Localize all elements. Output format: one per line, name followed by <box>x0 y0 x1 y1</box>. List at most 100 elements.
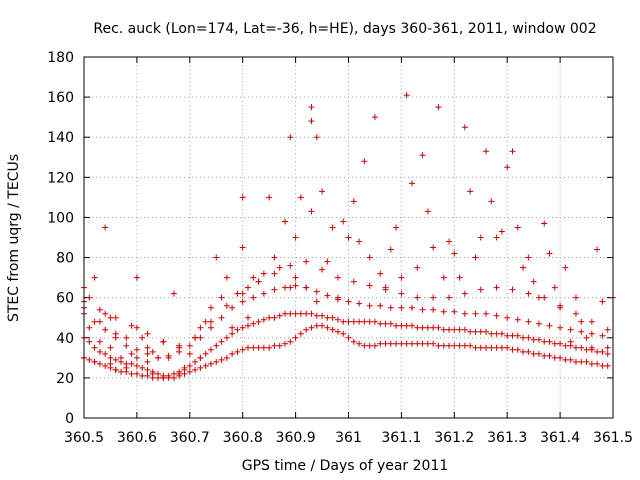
data-point <box>551 354 558 361</box>
data-point <box>514 346 521 353</box>
data-point <box>546 250 553 257</box>
data-point <box>371 114 378 121</box>
data-point <box>403 340 410 347</box>
data-point <box>366 342 373 349</box>
data-point <box>244 344 251 351</box>
data-point <box>239 244 246 251</box>
data-point <box>170 290 177 297</box>
data-point <box>170 374 177 381</box>
data-point <box>525 290 532 297</box>
x-tick-label: 360.5 <box>64 430 104 446</box>
data-point <box>525 348 532 355</box>
data-point <box>282 310 289 317</box>
data-point <box>239 324 246 331</box>
data-point <box>202 350 209 357</box>
data-point <box>446 238 453 245</box>
data-point <box>541 352 548 359</box>
data-point <box>451 342 458 349</box>
data-point <box>229 350 236 357</box>
data-point <box>133 370 140 377</box>
data-point <box>377 340 384 347</box>
data-point <box>91 344 98 351</box>
data-point <box>504 332 511 339</box>
data-point <box>546 322 553 329</box>
data-point <box>572 310 579 317</box>
data-point <box>530 336 537 343</box>
data-point <box>128 350 135 357</box>
data-point <box>260 270 267 277</box>
data-point <box>435 342 442 349</box>
data-point <box>467 342 474 349</box>
data-point <box>192 366 199 373</box>
data-point <box>366 318 373 325</box>
data-point <box>567 356 574 363</box>
data-point <box>292 310 299 317</box>
data-point <box>176 348 183 355</box>
data-point <box>234 290 241 297</box>
data-point <box>319 322 326 329</box>
data-point <box>133 346 140 353</box>
data-point <box>276 342 283 349</box>
data-point <box>583 334 590 341</box>
data-point <box>149 348 156 355</box>
data-point <box>604 344 611 351</box>
data-point <box>567 342 574 349</box>
data-point <box>308 208 315 215</box>
data-point <box>557 354 564 361</box>
data-point <box>303 310 310 317</box>
data-point <box>408 304 415 311</box>
data-point <box>583 358 590 365</box>
y-tick-label: 40 <box>56 331 74 347</box>
data-point <box>514 316 521 323</box>
data-point <box>493 330 500 337</box>
data-point <box>250 274 257 281</box>
data-point <box>562 356 569 363</box>
y-tick-label: 80 <box>56 251 74 267</box>
data-point <box>557 324 564 331</box>
data-point <box>599 298 606 305</box>
data-point <box>440 326 447 333</box>
data-point <box>446 326 453 333</box>
data-point <box>96 306 103 313</box>
data-point <box>313 322 320 329</box>
data-point <box>176 372 183 379</box>
data-point <box>282 284 289 291</box>
data-point <box>467 188 474 195</box>
data-point <box>276 312 283 319</box>
data-point <box>461 290 468 297</box>
data-point <box>356 340 363 347</box>
data-point <box>361 158 368 165</box>
data-point <box>276 264 283 271</box>
data-point <box>292 234 299 241</box>
data-point <box>102 326 109 333</box>
data-point <box>387 340 394 347</box>
data-point <box>408 180 415 187</box>
data-point <box>96 348 103 355</box>
data-point <box>303 326 310 333</box>
data-point <box>588 346 595 353</box>
data-point <box>334 296 341 303</box>
data-point <box>551 340 558 347</box>
data-point <box>266 344 273 351</box>
data-point <box>509 346 516 353</box>
data-point <box>197 354 204 361</box>
data-point <box>414 324 421 331</box>
data-point <box>86 324 93 331</box>
data-point <box>578 358 585 365</box>
data-point <box>377 302 384 309</box>
data-point <box>371 318 378 325</box>
x-tick-label: 361 <box>335 430 362 446</box>
data-point <box>572 344 579 351</box>
data-point <box>535 294 542 301</box>
data-point <box>483 328 490 335</box>
data-point <box>144 344 151 351</box>
data-point <box>535 350 542 357</box>
x-tick-label: 360.6 <box>117 430 157 446</box>
data-point <box>239 290 246 297</box>
data-point <box>393 322 400 329</box>
data-point <box>297 310 304 317</box>
data-point <box>133 324 140 331</box>
data-point <box>599 332 606 339</box>
data-point <box>319 312 326 319</box>
